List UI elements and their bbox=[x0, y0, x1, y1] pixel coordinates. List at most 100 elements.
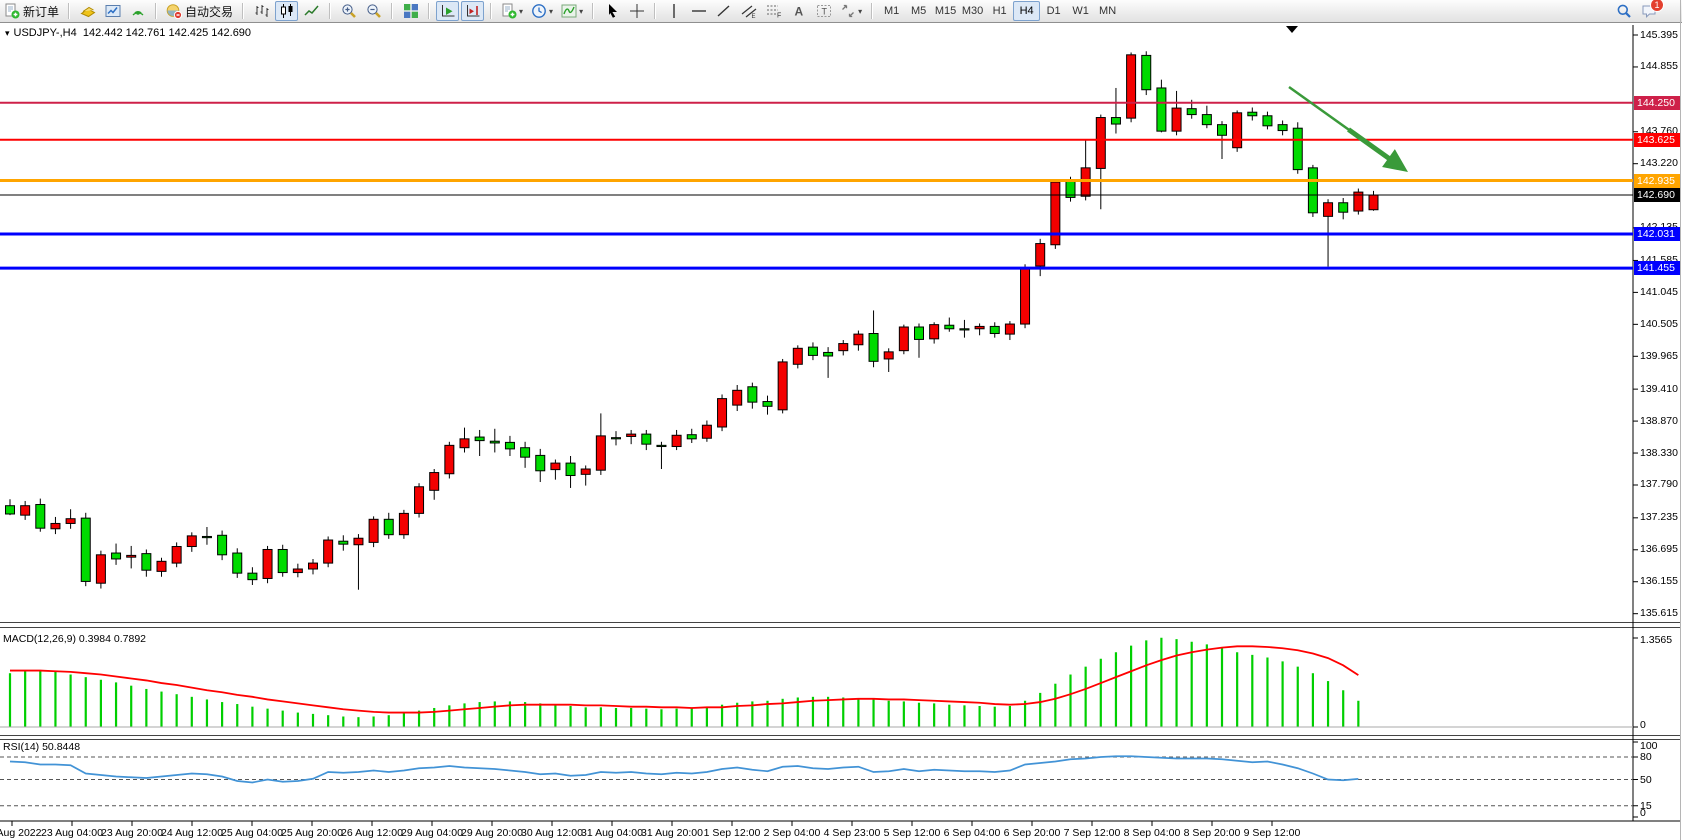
toolbar-separator bbox=[329, 3, 332, 19]
time-axis-label: 8 Sep 20:00 bbox=[1183, 827, 1241, 839]
timeframe-button-h1[interactable]: H1 bbox=[992, 5, 1007, 17]
timeframe-button-h4[interactable]: H4 bbox=[1013, 1, 1041, 21]
toolbar-separator bbox=[871, 3, 874, 19]
time-axis-label: 23 Aug 20:00 bbox=[101, 827, 163, 839]
timeframe-button-m30[interactable]: M30 bbox=[961, 5, 984, 17]
line-chart-button[interactable] bbox=[300, 1, 323, 21]
price-level-badge-144.250[interactable]: 144.250 bbox=[1634, 95, 1680, 110]
auto-scroll-button[interactable] bbox=[436, 1, 460, 21]
chevron-down-icon[interactable]: ▾ bbox=[579, 6, 584, 16]
candle bbox=[232, 552, 243, 574]
price-level-badge-141.455[interactable]: 141.455 bbox=[1634, 261, 1680, 276]
trendline-button[interactable] bbox=[712, 1, 735, 21]
rsi-scale-label: 15 bbox=[1640, 799, 1652, 812]
period-button[interactable]: ▾ bbox=[528, 1, 556, 21]
timeframe-button-mn[interactable]: MN bbox=[1099, 5, 1117, 17]
price-level-badge-142.935[interactable]: 142.935 bbox=[1634, 173, 1680, 188]
candle bbox=[520, 447, 531, 458]
chart-symbol-period: USDJPY-,H4 bbox=[13, 27, 77, 39]
candle bbox=[368, 518, 379, 543]
time-axis-label: 24 Aug 12:00 bbox=[161, 827, 223, 839]
price-level-badge-142.690[interactable]: 142.690 bbox=[1634, 188, 1680, 203]
candlestick-chart-button[interactable] bbox=[275, 1, 299, 21]
navigator-button[interactable] bbox=[126, 1, 149, 21]
market-watch-button[interactable] bbox=[76, 1, 99, 21]
data-window-icon bbox=[105, 5, 121, 17]
navigator-icon bbox=[132, 11, 143, 16]
text-button[interactable]: A bbox=[787, 1, 810, 21]
price-level-badge-142.031[interactable]: 142.031 bbox=[1634, 227, 1680, 242]
svg-text:F: F bbox=[777, 13, 781, 20]
toolbar-separator bbox=[155, 3, 158, 19]
autotrading-button[interactable]: 自动交易 bbox=[163, 1, 236, 21]
zoom-out-button[interactable] bbox=[362, 1, 385, 21]
candle bbox=[1262, 115, 1273, 127]
svg-text:E: E bbox=[751, 14, 755, 19]
time-axis-label: 7 Sep 12:00 bbox=[1063, 827, 1121, 839]
chart-window[interactable]: ▾ USDJPY-,H4 142.442 142.761 142.425 142.… bbox=[0, 23, 1682, 840]
candle bbox=[671, 434, 682, 448]
candle bbox=[762, 401, 773, 407]
window-right-edge bbox=[1680, 0, 1681, 840]
price-axis-label: 135.615 bbox=[1640, 607, 1678, 620]
templates-button[interactable]: ▾ bbox=[498, 1, 526, 21]
timeframe-button-m5[interactable]: M5 bbox=[910, 5, 927, 17]
toolbar-separator bbox=[242, 3, 245, 19]
candle bbox=[565, 462, 576, 477]
arrows-button[interactable]: ▾ bbox=[837, 1, 865, 21]
chart-candles-icon bbox=[280, 4, 293, 18]
search-button[interactable] bbox=[1612, 1, 1635, 21]
candle bbox=[247, 572, 258, 581]
data-window-button[interactable] bbox=[101, 1, 124, 21]
price-axis-label: 137.235 bbox=[1640, 511, 1678, 524]
chevron-down-icon[interactable]: ▾ bbox=[519, 6, 524, 16]
timeframe-button-m1[interactable]: M1 bbox=[883, 5, 900, 17]
candle bbox=[171, 546, 182, 564]
channel-button[interactable]: E bbox=[737, 1, 760, 21]
fibonacci-button[interactable]: F bbox=[762, 1, 785, 21]
timeframe-button-w1[interactable]: W1 bbox=[1072, 5, 1089, 17]
candle bbox=[1277, 124, 1288, 132]
time-axis-label: 6 Sep 04:00 bbox=[943, 827, 1001, 839]
chart-canvas[interactable] bbox=[0, 23, 1682, 840]
timeframe-button-d1[interactable]: D1 bbox=[1046, 5, 1061, 17]
bar-chart-button[interactable] bbox=[250, 1, 273, 21]
zoom-in-button[interactable] bbox=[337, 1, 360, 21]
chevron-down-icon[interactable]: ▾ bbox=[549, 6, 554, 16]
price-axis-label: 138.330 bbox=[1640, 446, 1678, 459]
chart-shift-marker-icon bbox=[1286, 26, 1298, 33]
candle bbox=[944, 324, 955, 330]
vline-button[interactable] bbox=[662, 1, 685, 21]
candle bbox=[611, 437, 621, 440]
candle bbox=[686, 434, 697, 440]
candle bbox=[5, 505, 15, 515]
price-axis-label: 140.505 bbox=[1640, 317, 1678, 330]
indicators-button[interactable]: ▾ bbox=[558, 1, 586, 21]
chart-shift-button[interactable] bbox=[461, 1, 485, 21]
notifications-button[interactable]: 1 bbox=[1637, 0, 1664, 21]
candle bbox=[959, 328, 970, 331]
price-level-badge-143.625[interactable]: 143.625 bbox=[1634, 132, 1680, 147]
crosshair-button[interactable] bbox=[625, 1, 648, 21]
rsi-scale-label: 0 bbox=[1640, 807, 1646, 819]
time-axis-label: 4 Sep 23:00 bbox=[823, 827, 881, 839]
chevron-down-icon[interactable]: ▾ bbox=[858, 6, 863, 16]
price-axis-label: 141.045 bbox=[1640, 285, 1678, 298]
chart-collapse-caret[interactable]: ▾ bbox=[5, 28, 10, 38]
candle bbox=[853, 333, 864, 346]
main-toolbar: 新订单 自动交易 ▾ ▾ ▾ E F A T ▾ M1 M5 M15 M30 H1 H4 D1 W1 MN 1 bbox=[0, 0, 1682, 23]
candle bbox=[1353, 191, 1364, 212]
chart-shift-icon bbox=[466, 5, 480, 17]
hline-button[interactable] bbox=[687, 1, 710, 21]
timeframe-button-m15[interactable]: M15 bbox=[934, 5, 957, 17]
candle bbox=[898, 326, 909, 352]
candle bbox=[914, 326, 924, 340]
new-order-button[interactable]: 新订单 bbox=[1, 1, 62, 21]
cursor-button[interactable] bbox=[600, 1, 623, 21]
tile-windows-button[interactable] bbox=[399, 1, 422, 21]
candle bbox=[823, 351, 834, 357]
time-axis-label: 23 Aug 04:00 bbox=[41, 827, 103, 839]
candle bbox=[1201, 114, 1212, 126]
price-axis-label: 136.695 bbox=[1640, 543, 1678, 556]
label-button[interactable]: T bbox=[812, 1, 835, 21]
